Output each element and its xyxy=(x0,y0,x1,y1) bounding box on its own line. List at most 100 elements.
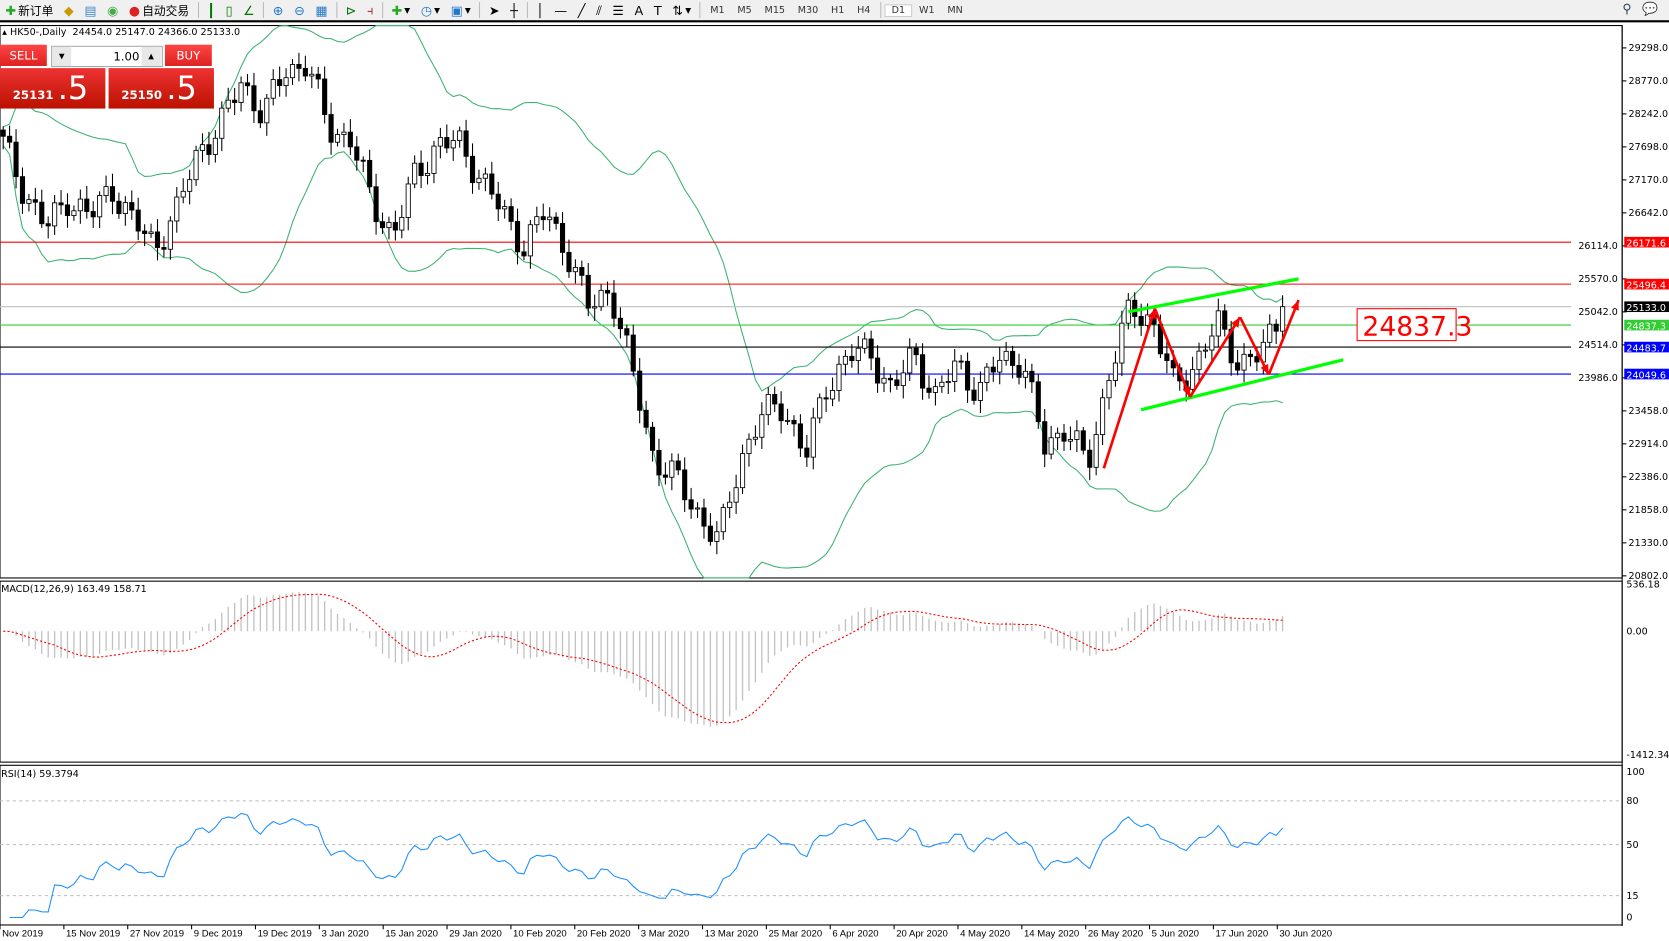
candle xyxy=(386,216,392,240)
vertical-line-button[interactable]: │ xyxy=(531,1,549,20)
timeframe-m5[interactable]: M5 xyxy=(737,4,752,16)
timeframe-m1[interactable]: M1 xyxy=(710,4,725,16)
candle xyxy=(463,119,469,168)
candle xyxy=(148,223,154,238)
candle-body xyxy=(1048,437,1054,455)
trendline-icon: ╱ xyxy=(577,2,586,18)
chart-shift-button[interactable]: ⫞ xyxy=(362,1,379,20)
candle xyxy=(238,76,244,112)
text-button[interactable]: A xyxy=(629,1,648,20)
separator xyxy=(879,2,882,19)
timeframe-d1[interactable]: D1 xyxy=(884,3,913,17)
timeframe-m30[interactable]: M30 xyxy=(797,4,819,16)
candle-body xyxy=(251,85,257,112)
auto-scroll-button[interactable]: ⊳ xyxy=(340,1,361,20)
macd-tick-label: 536.18 xyxy=(1626,580,1659,591)
horizontal-line-button[interactable]: — xyxy=(549,1,572,20)
price-tick-label-bg xyxy=(1573,338,1621,351)
timeframe-w1[interactable]: W1 xyxy=(918,4,935,16)
sell-button[interactable]: SELL xyxy=(0,44,47,66)
candle-body xyxy=(412,162,418,185)
zoom-in-button[interactable]: ⊕ xyxy=(267,1,288,20)
periods-button[interactable]: ◷ ▾ xyxy=(420,2,440,18)
timeframe-h4[interactable]: H4 xyxy=(857,4,871,16)
candle xyxy=(270,69,276,106)
templates-button[interactable]: ▣ ▾ xyxy=(450,2,471,18)
price-tick-label: 24514.0 xyxy=(1578,340,1618,351)
text-icon: A xyxy=(634,2,644,18)
candle xyxy=(534,206,540,233)
trendline-button[interactable]: ╱ xyxy=(572,1,590,20)
candle-body xyxy=(1145,314,1151,326)
candle-body xyxy=(1196,350,1202,371)
candle xyxy=(630,324,636,377)
search-icon[interactable]: ⚲ xyxy=(1622,1,1632,16)
timeframe-mn[interactable]: MN xyxy=(947,4,963,16)
candle xyxy=(457,126,463,148)
candle-body xyxy=(1087,449,1093,468)
candle-body xyxy=(1112,362,1118,381)
timeframe-m15[interactable]: M15 xyxy=(764,4,786,16)
candle-body xyxy=(765,394,771,416)
candle-body xyxy=(1029,370,1035,383)
candle-body xyxy=(984,366,990,383)
candle xyxy=(965,352,971,403)
candle xyxy=(997,347,1003,385)
lot-size-input[interactable] xyxy=(71,49,142,64)
bar-chart-button[interactable]: ┃ xyxy=(202,1,220,20)
price-tick-label-bg xyxy=(1573,371,1621,384)
candle-body xyxy=(1061,432,1067,442)
candle xyxy=(1029,363,1035,393)
arrows-button[interactable]: ⇅ ▾ xyxy=(672,2,692,18)
candle-body xyxy=(971,389,977,401)
lot-increase-button[interactable]: ▲ xyxy=(141,46,161,66)
candle-body xyxy=(328,114,334,143)
buy-button[interactable]: BUY xyxy=(164,44,212,66)
candle xyxy=(797,414,803,457)
tile-windows-button[interactable]: ▦ xyxy=(310,1,333,20)
candlestick-button[interactable]: ▯ xyxy=(220,1,238,20)
candle-body xyxy=(540,216,546,221)
chat-icon[interactable]: 💬 xyxy=(1642,1,1659,16)
crosshair-button[interactable]: ┼ xyxy=(505,1,523,20)
level-price-label: 24837.3 xyxy=(1626,321,1666,332)
market-watch-button[interactable]: ◆ xyxy=(59,1,79,20)
lot-decrease-button[interactable]: ▼ xyxy=(52,46,72,66)
auto-trading-button[interactable]: ● 自动交易 xyxy=(128,2,190,18)
indicators-button[interactable]: ✚ ▾ xyxy=(391,2,411,18)
candle-body xyxy=(418,162,424,176)
candle xyxy=(277,66,283,97)
fibonacci-button[interactable]: ☰ xyxy=(607,1,629,20)
candle xyxy=(778,391,784,434)
candle xyxy=(514,208,521,265)
candle xyxy=(341,122,347,148)
fibonacci-icon: ☰ xyxy=(612,2,624,18)
text-label-button[interactable]: T xyxy=(649,1,667,20)
sell-price-button[interactable]: 25131.5 xyxy=(0,68,106,109)
data-window-button[interactable]: ▤ xyxy=(79,1,102,20)
candle-body xyxy=(1016,365,1022,378)
buy-price-button[interactable]: 25150.5 xyxy=(108,68,214,109)
candle-body xyxy=(1215,310,1221,337)
signals-button[interactable]: ◉ xyxy=(102,1,124,20)
line-chart-button[interactable]: ∠ xyxy=(238,1,260,20)
new-order-button[interactable]: ✚ 新订单 xyxy=(5,2,54,18)
candle xyxy=(58,190,64,215)
candle xyxy=(868,330,874,371)
candle xyxy=(1080,426,1086,455)
macd-signal-line xyxy=(3,593,1283,724)
equidistant-channel-button[interactable]: ⫽ xyxy=(591,1,607,20)
arrow-head xyxy=(1147,308,1156,320)
candle xyxy=(855,335,861,374)
candle xyxy=(669,453,675,491)
candle xyxy=(167,216,173,260)
date-label: 10 Feb 2020 xyxy=(513,929,567,940)
timeframe-h1[interactable]: H1 xyxy=(831,4,845,16)
cursor-button[interactable]: ➤ xyxy=(484,1,505,20)
candle xyxy=(354,136,360,171)
zoom-out-button[interactable]: ⊖ xyxy=(289,1,310,20)
date-label: 3 Mar 2020 xyxy=(641,929,689,940)
candle-body xyxy=(199,144,206,151)
